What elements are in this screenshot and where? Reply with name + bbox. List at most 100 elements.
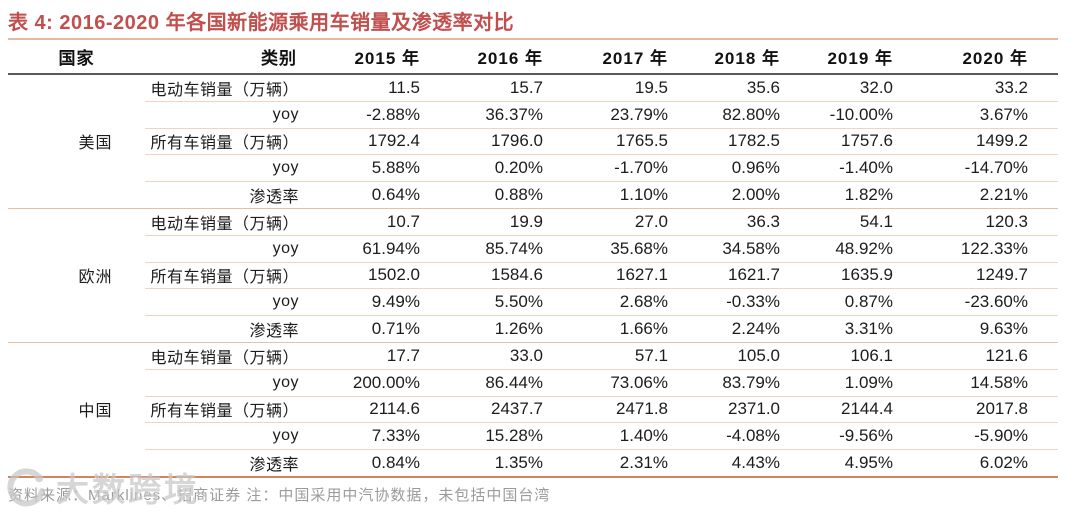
- value-cell: 33.2: [901, 74, 1058, 102]
- value-cell: 1.40%: [551, 422, 676, 451]
- value-cell: 11.5: [305, 74, 428, 102]
- value-cell: 1.82%: [788, 181, 901, 209]
- value-cell: -4.08%: [676, 422, 788, 451]
- column-header-2019: 2019 年: [788, 39, 901, 75]
- value-cell: 1.09%: [788, 369, 901, 397]
- table-row: 美国 电动车销量（万辆） 11.5 15.7 19.5 35.6 32.0 33.2: [8, 74, 1058, 209]
- value-cell: 1627.1: [551, 262, 676, 290]
- value-cell: 36.3: [676, 208, 788, 236]
- value-cell: 200.00%: [305, 369, 428, 397]
- column-header-2018: 2018 年: [676, 39, 788, 75]
- value-cell: 32.0: [788, 74, 901, 102]
- value-cell: 121.6: [901, 342, 1058, 370]
- value-cell: 1249.7: [901, 262, 1058, 290]
- value-cell: -0.33%: [676, 288, 788, 317]
- table-body: 美国 电动车销量（万辆） 11.5 15.7 19.5 35.6 32.0 33.2 yoy -2…: [8, 74, 1058, 478]
- table-row: yoy 5.88% 0.20% -1.70% 0.96% -1.40% -14.70%: [8, 154, 1058, 183]
- table-row: 所有车销量（万辆） 1502.0 1584.6 1627.1 1621.7 1635.9 1…: [8, 262, 1058, 290]
- value-cell: 0.71%: [305, 315, 428, 343]
- country-cell: 美国: [8, 74, 145, 209]
- value-cell: 3.67%: [901, 101, 1058, 129]
- value-cell: 1584.6: [428, 262, 551, 290]
- value-cell: 1796.0: [428, 128, 551, 156]
- value-cell: 4.95%: [788, 449, 901, 478]
- value-cell: 1499.2: [901, 128, 1058, 156]
- value-cell: 15.28%: [428, 422, 551, 451]
- value-cell: 1792.4: [305, 128, 428, 156]
- value-cell: 1757.6: [788, 128, 901, 156]
- value-cell: 0.84%: [305, 449, 428, 478]
- table-title: 表 4: 2016-2020 年各国新能源乘用车销量及渗透率对比: [8, 12, 515, 34]
- category-cell: 所有车销量（万辆）: [145, 396, 305, 424]
- value-cell: 17.7: [305, 342, 428, 370]
- value-cell: -14.70%: [901, 154, 1058, 183]
- value-cell: 120.3: [901, 208, 1058, 236]
- table-row: 所有车销量（万辆） 1792.4 1796.0 1765.5 1782.5 1757.6 1…: [8, 128, 1058, 156]
- value-cell: 9.49%: [305, 288, 428, 317]
- value-cell: 83.79%: [676, 369, 788, 397]
- value-cell: 4.43%: [676, 449, 788, 478]
- category-cell: 电动车销量（万辆）: [145, 74, 305, 102]
- table-row: yoy 61.94% 85.74% 35.68% 34.58% 48.92% 122.33%: [8, 235, 1058, 263]
- value-cell: 7.33%: [305, 422, 428, 451]
- value-cell: 1502.0: [305, 262, 428, 290]
- value-cell: 2371.0: [676, 396, 788, 424]
- value-cell: 85.74%: [428, 235, 551, 263]
- value-cell: 106.1: [788, 342, 901, 370]
- value-cell: 1.26%: [428, 315, 551, 343]
- category-cell: 渗透率: [145, 181, 305, 209]
- value-cell: 36.37%: [428, 101, 551, 129]
- table-header: 国家 类别 2015 年 2016 年 2017 年 2018 年 2019 年…: [8, 39, 1058, 75]
- table-row: 中国 电动车销量（万辆） 17.7 33.0 57.1 105.0 106.1 121.6: [8, 342, 1058, 478]
- table-row: 渗透率 0.71% 1.26% 1.66% 2.24% 3.31% 9.63%: [8, 315, 1058, 343]
- header-row: 国家 类别 2015 年 2016 年 2017 年 2018 年 2019 年…: [8, 39, 1058, 75]
- category-cell: yoy: [145, 369, 305, 397]
- value-cell: 54.1: [788, 208, 901, 236]
- table-row: yoy 200.00% 86.44% 73.06% 83.79% 1.09% 14.58%: [8, 369, 1058, 397]
- value-cell: 2017.8: [901, 396, 1058, 424]
- category-cell: 所有车销量（万辆）: [145, 262, 305, 290]
- value-cell: 0.87%: [788, 288, 901, 317]
- value-cell: 2.24%: [676, 315, 788, 343]
- column-header-2015: 2015 年: [305, 39, 428, 75]
- value-cell: 1.10%: [551, 181, 676, 209]
- table-row: yoy 7.33% 15.28% 1.40% -4.08% -9.56% -5.90%: [8, 422, 1058, 451]
- value-cell: 2471.8: [551, 396, 676, 424]
- value-cell: 5.88%: [305, 154, 428, 183]
- value-cell: -10.00%: [788, 101, 901, 129]
- table-row: 渗透率 0.64% 0.88% 1.10% 2.00% 1.82% 2.21%: [8, 181, 1058, 209]
- value-cell: 82.80%: [676, 101, 788, 129]
- value-cell: 1.35%: [428, 449, 551, 478]
- value-cell: 2114.6: [305, 396, 428, 424]
- value-cell: 14.58%: [901, 369, 1058, 397]
- value-cell: -1.70%: [551, 154, 676, 183]
- value-cell: 2.21%: [901, 181, 1058, 209]
- value-cell: -23.60%: [901, 288, 1058, 317]
- value-cell: 73.06%: [551, 369, 676, 397]
- table-row: 渗透率 0.84% 1.35% 2.31% 4.43% 4.95% 6.02%: [8, 449, 1058, 478]
- value-cell: 34.58%: [676, 235, 788, 263]
- column-header-2016: 2016 年: [428, 39, 551, 75]
- value-cell: 61.94%: [305, 235, 428, 263]
- category-cell: 电动车销量（万辆）: [145, 342, 305, 370]
- category-cell: 渗透率: [145, 449, 305, 478]
- category-cell: 电动车销量（万辆）: [145, 208, 305, 236]
- value-cell: 1.66%: [551, 315, 676, 343]
- column-header-2020: 2020 年: [901, 39, 1058, 75]
- category-cell: yoy: [145, 101, 305, 129]
- value-cell: 19.5: [551, 74, 676, 102]
- category-cell: yoy: [145, 288, 305, 317]
- value-cell: 122.33%: [901, 235, 1058, 263]
- value-cell: 35.6: [676, 74, 788, 102]
- value-cell: 9.63%: [901, 315, 1058, 343]
- value-cell: 3.31%: [788, 315, 901, 343]
- value-cell: -2.88%: [305, 101, 428, 129]
- value-cell: 0.88%: [428, 181, 551, 209]
- value-cell: 48.92%: [788, 235, 901, 263]
- report-table-page: 表 4: 2016-2020 年各国新能源乘用车销量及渗透率对比 国家 类别 2…: [0, 11, 1080, 515]
- value-cell: 0.64%: [305, 181, 428, 209]
- value-cell: 2.68%: [551, 288, 676, 317]
- table-row: yoy 9.49% 5.50% 2.68% -0.33% 0.87% -23.60%: [8, 288, 1058, 317]
- value-cell: 33.0: [428, 342, 551, 370]
- value-cell: 105.0: [676, 342, 788, 370]
